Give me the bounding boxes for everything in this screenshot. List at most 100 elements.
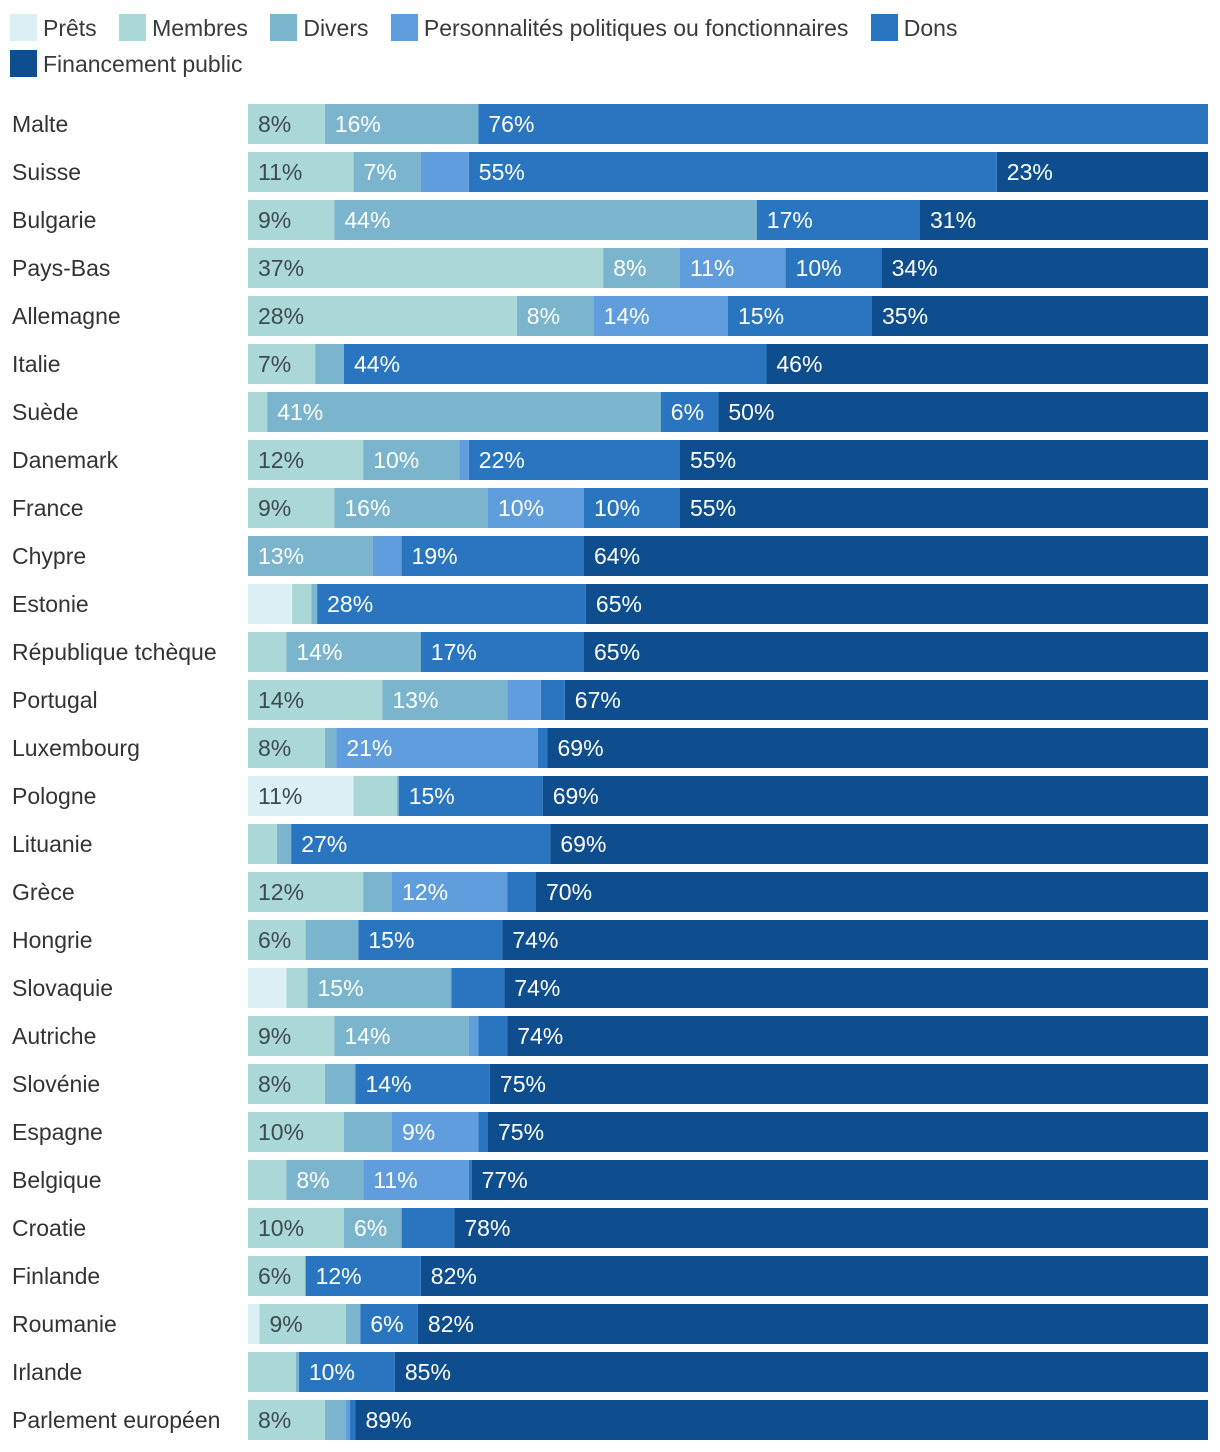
bar-segment [248, 392, 268, 432]
category-label: Grèce [12, 879, 75, 905]
bar-segment [248, 1256, 306, 1296]
bar-segment [248, 248, 604, 288]
data-label: 6% [258, 927, 291, 953]
category-label: Bulgarie [12, 207, 96, 233]
bar-segment [248, 968, 287, 1008]
data-label: 31% [930, 207, 976, 233]
data-label: 9% [402, 1119, 435, 1145]
legend-swatch [270, 14, 298, 41]
bar-segment [516, 296, 594, 336]
bar-segment [872, 296, 1208, 336]
bar-segment [248, 632, 287, 672]
data-label: 34% [892, 255, 938, 281]
bar-segment [248, 1208, 344, 1248]
bar-segment [468, 152, 997, 192]
legend-label: Divers [303, 15, 369, 41]
bar-segment [996, 152, 1208, 192]
category-label: Suisse [12, 159, 81, 185]
bar-segment [248, 1112, 344, 1152]
bar-segment [547, 728, 1208, 768]
data-label: 67% [575, 687, 621, 713]
bar-segment [766, 344, 1208, 384]
data-label: 69% [558, 735, 604, 761]
category-label: Belgique [12, 1167, 102, 1193]
bar-segment [311, 584, 318, 624]
bar-segment [420, 152, 469, 192]
category-label: Irlande [12, 1359, 82, 1385]
bar-segment [248, 1352, 296, 1392]
bar-row: Lituanie 27% 69% [12, 824, 1208, 864]
legend-swatch [10, 50, 37, 77]
data-label: 77% [482, 1167, 528, 1193]
bar-segment [585, 584, 1208, 624]
legend-item-personnalites: Personnalités politiques ou fonctionnair… [390, 10, 849, 46]
bar-segment [296, 1352, 299, 1392]
bar-segment [286, 1160, 364, 1200]
bar-segment [324, 728, 337, 768]
bar-segment [292, 584, 312, 624]
bar-row: Luxembourg 8% 21% 69% [12, 728, 1208, 768]
data-label: 7% [258, 351, 291, 377]
data-label: 8% [258, 1071, 291, 1097]
bar-row: Estonie 28% 65% [12, 584, 1208, 624]
bar-row: Chypre 13% 19% 64% [12, 536, 1208, 576]
data-label: 76% [488, 111, 534, 137]
data-label: 10% [373, 447, 419, 473]
category-label: Allemagne [12, 303, 121, 329]
bar-row: Allemagne 28% 8% 14% 15% 35% [12, 296, 1208, 336]
data-label: 10% [498, 495, 544, 521]
data-label: 85% [405, 1359, 451, 1385]
data-label: 10% [309, 1359, 355, 1385]
category-label: Suède [12, 399, 79, 425]
data-label: 14% [258, 687, 304, 713]
bar-segment [564, 680, 1208, 720]
data-label: 8% [613, 255, 646, 281]
data-label: 6% [354, 1215, 387, 1241]
data-label: 64% [594, 543, 640, 569]
bar-row: Italie 7% 44% 46% [12, 344, 1208, 384]
bar-segment [248, 344, 316, 384]
category-label: Malte [12, 111, 68, 137]
data-label: 75% [500, 1071, 546, 1097]
data-label: 16% [344, 495, 390, 521]
bar-row: Roumanie 9% 6% 82% [12, 1304, 1208, 1344]
data-label: 10% [258, 1119, 304, 1145]
data-label: 14% [366, 1071, 412, 1097]
legend-swatch [10, 14, 37, 41]
bar-segment [542, 776, 1208, 816]
bar-segment [334, 200, 757, 240]
bar-segment [291, 824, 551, 864]
data-label: 15% [738, 303, 784, 329]
bar-segment [248, 1304, 260, 1344]
data-label: 10% [258, 1215, 304, 1241]
bar-segment [920, 200, 1208, 240]
legend-label: Financement public [43, 51, 243, 77]
category-label: Finlande [12, 1263, 100, 1289]
data-label: 82% [431, 1263, 477, 1289]
bar-segment [401, 1208, 455, 1248]
data-label: 14% [604, 303, 650, 329]
bar-segment [324, 104, 479, 144]
bar-row: Suisse 11% 7% 55% 23% [12, 152, 1208, 192]
bar-row: Espagne 10% 9% 75% [12, 1112, 1208, 1152]
bar-segment [718, 392, 1208, 432]
data-label: 15% [409, 783, 455, 809]
legend-label: Membres [152, 15, 248, 41]
category-label: Pologne [12, 783, 96, 809]
data-label: 16% [335, 111, 381, 137]
data-label: 74% [512, 927, 558, 953]
bar-segment [785, 248, 882, 288]
bar-segment [488, 488, 584, 528]
bar-segment [401, 536, 584, 576]
data-label: 9% [270, 1311, 303, 1337]
bar-segment [728, 296, 872, 336]
data-label: 55% [479, 159, 525, 185]
data-label: 37% [258, 255, 304, 281]
bar-segment [355, 1400, 1208, 1440]
legend-label: Personnalités politiques ou fonctionnair… [423, 15, 849, 41]
data-label: 27% [301, 831, 347, 857]
data-label: 11% [258, 159, 302, 185]
bar-segment [507, 1016, 1208, 1056]
bar-segment [344, 1208, 402, 1248]
